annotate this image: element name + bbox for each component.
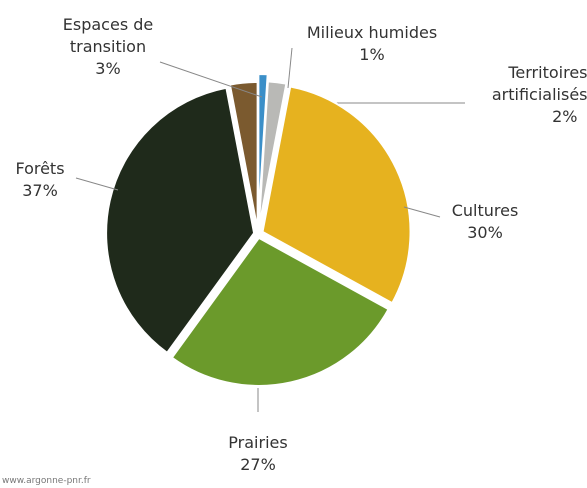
source: www.argonne-pnr.fr [2, 476, 91, 486]
leader-line [75, 177, 119, 191]
slice-name: Territoires artificialisés [491, 63, 587, 104]
slice-value: 37% [22, 181, 58, 200]
slice-label: Espaces de transition 3% [51, 14, 166, 80]
leader-line [403, 206, 441, 218]
slice-label: Cultures 30% [425, 200, 545, 244]
slice-label: Prairies 27% [198, 432, 318, 476]
leader-line [287, 47, 293, 89]
slice-name: Milieux humides [306, 23, 438, 42]
slice-label: Territoires artificialisés 2% [453, 62, 587, 128]
pie-slice [261, 85, 412, 305]
slice-value: 2% [552, 107, 578, 126]
slice-name: Prairies [228, 433, 288, 452]
slice-value: 30% [467, 223, 503, 242]
pie-slice [257, 80, 288, 230]
slice-label: Forêts 37% [0, 158, 90, 202]
pie-slice [170, 236, 390, 387]
slice-name: Cultures [451, 201, 519, 220]
slice-label: Milieux humides 1% [272, 22, 472, 66]
leader-line [159, 61, 263, 98]
slice-value: 27% [240, 455, 276, 474]
slice-name: Forêts [15, 159, 65, 178]
pie-slice [105, 86, 256, 355]
pie-slice [228, 81, 259, 231]
slice-value: 3% [95, 59, 121, 78]
slice-value: 1% [359, 45, 385, 64]
slice-name: Espaces de transition [62, 15, 154, 56]
